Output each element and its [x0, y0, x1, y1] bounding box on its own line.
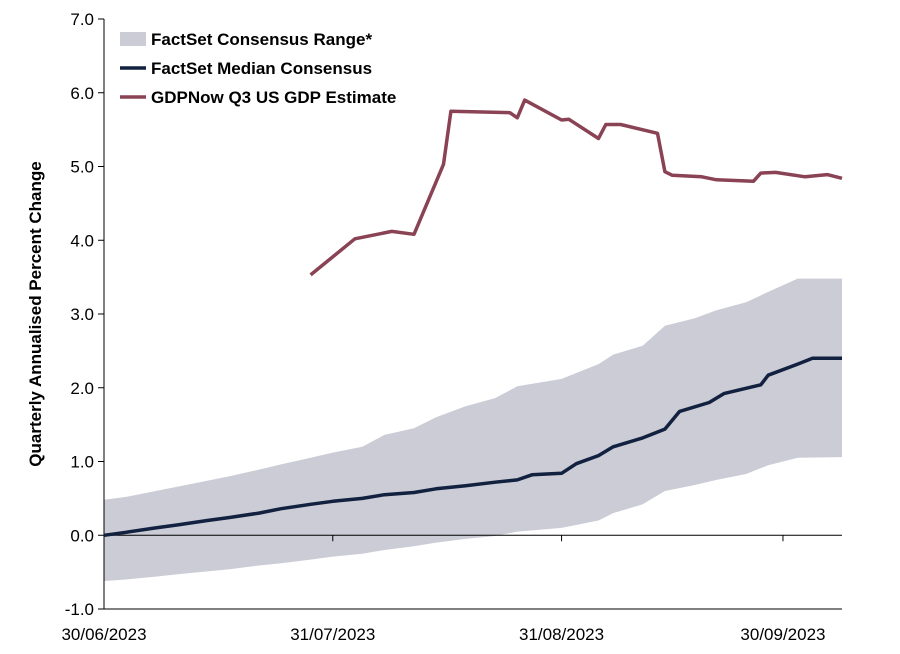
series-lines — [103, 98, 843, 538]
legend-consensus-range: FactSet Consensus Range* — [120, 30, 372, 49]
legend-label: GDPNow Q3 US GDP Estimate — [151, 88, 396, 107]
axes — [98, 18, 842, 610]
x-tick-label: 30/06/2023 — [61, 625, 146, 644]
legend: FactSet Consensus Range* FactSet Median C… — [120, 30, 396, 107]
legend-label: FactSet Median Consensus — [151, 59, 372, 78]
gdpnow-estimate-line — [309, 98, 843, 277]
legend-median-consensus: FactSet Median Consensus — [120, 59, 372, 78]
y-tick-label: 3.0 — [70, 305, 94, 324]
y-tick-label: 1.0 — [70, 453, 94, 472]
x-tick-label: 31/08/2023 — [519, 625, 604, 644]
y-tick-label: 6.0 — [70, 84, 94, 103]
x-tick-label: 31/07/2023 — [290, 625, 375, 644]
tick-labels: -1.0 0.0 1.0 2.0 3.0 4.0 5.0 6.0 7.0 30/06/2023 31… — [61, 10, 825, 644]
legend-gdpnow-estimate: GDPNow Q3 US GDP Estimate — [120, 88, 396, 107]
y-tick-label: 0.0 — [70, 526, 94, 545]
x-tick-label: 30/09/2023 — [740, 625, 825, 644]
consensus-range-layer — [104, 278, 842, 581]
legend-swatch — [120, 32, 146, 46]
legend-label: FactSet Consensus Range* — [151, 30, 372, 49]
y-axis-label: Quarterly Annualised Percent Change — [26, 161, 45, 466]
median-consensus-line — [103, 356, 842, 538]
y-tick-label: -1.0 — [65, 600, 94, 619]
y-tick-label: 7.0 — [70, 10, 94, 29]
y-tick-label: 4.0 — [70, 231, 94, 250]
y-tick-label: 2.0 — [70, 379, 94, 398]
y-tick-label: 5.0 — [70, 158, 94, 177]
consensus-range-band — [104, 278, 842, 581]
